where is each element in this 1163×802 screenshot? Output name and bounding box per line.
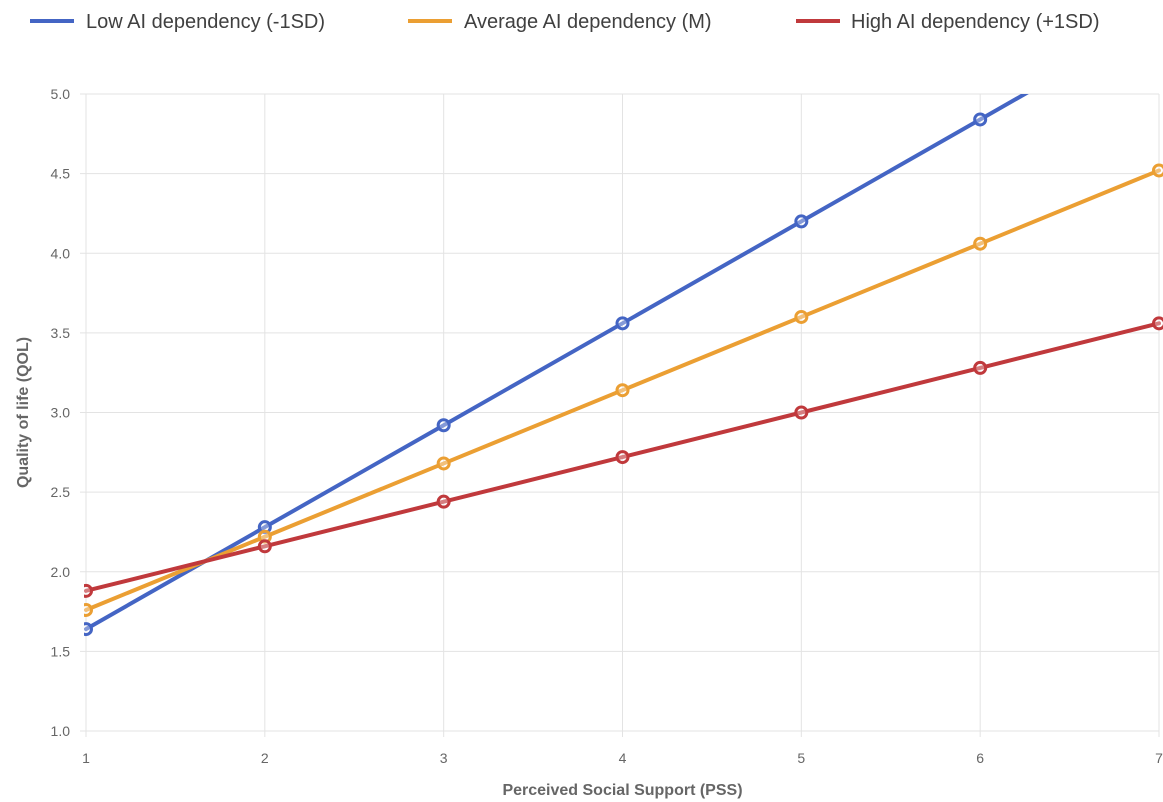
y-tick-label: 4.0: [51, 245, 71, 261]
legend[interactable]: Low AI dependency (-1SD) Average AI depen…: [30, 11, 1100, 33]
y-tick-label: 4.5: [51, 166, 71, 182]
x-axis-title: Perceived Social Support (PSS): [502, 782, 742, 799]
data-point[interactable]: [1152, 163, 1163, 178]
y-tick-label: 3.5: [51, 325, 71, 341]
data-point[interactable]: [257, 539, 272, 554]
x-tick-label: 2: [261, 750, 269, 766]
y-tick-label: 5.0: [51, 86, 71, 102]
data-point[interactable]: [1154, 12, 1163, 23]
data-point[interactable]: [1152, 316, 1163, 331]
y-tick-label: 1.5: [51, 643, 71, 659]
legend-label: Low AI dependency (-1SD): [86, 11, 325, 33]
data-point[interactable]: [436, 494, 451, 509]
grid: [80, 93, 1160, 737]
data-point[interactable]: [794, 214, 809, 229]
data-point[interactable]: [81, 602, 93, 617]
series-group: [81, 316, 1163, 598]
x-tick-label: 1: [82, 750, 90, 766]
data-point[interactable]: [436, 456, 451, 471]
legend-item[interactable]: High AI dependency (+1SD): [796, 11, 1100, 33]
data-point[interactable]: [436, 418, 451, 433]
series-line: [84, 168, 1161, 612]
x-tick-label: 6: [976, 750, 984, 766]
series-group: [81, 163, 1163, 617]
data-point[interactable]: [81, 583, 93, 598]
series-line: [84, 94, 1029, 632]
legend-item[interactable]: Low AI dependency (-1SD): [30, 11, 325, 33]
series-group: [81, 12, 1163, 637]
y-tick-label: 2.5: [51, 484, 71, 500]
legend-label: Average AI dependency (M): [464, 11, 712, 33]
y-tick-label: 1.0: [51, 723, 71, 739]
x-tick-label: 7: [1155, 750, 1163, 766]
y-axis: 1.0 1.5 2.0 2.5 3.0 3.5 4.0 4.5 5.0: [51, 86, 71, 739]
series-line: [84, 321, 1161, 593]
plot-area: [81, 12, 1163, 637]
data-point[interactable]: [615, 316, 630, 331]
data-point[interactable]: [973, 236, 988, 251]
y-tick-label: 3.0: [51, 405, 71, 421]
data-point[interactable]: [615, 450, 630, 465]
y-axis-title: Quality of life (QOL): [15, 337, 32, 488]
data-point[interactable]: [973, 360, 988, 375]
legend-item[interactable]: Average AI dependency (M): [408, 11, 712, 33]
legend-label: High AI dependency (+1SD): [851, 11, 1100, 33]
x-tick-label: 5: [797, 750, 805, 766]
y-tick-label: 2.0: [51, 564, 71, 580]
data-point[interactable]: [81, 622, 93, 637]
x-tick-label: 3: [440, 750, 448, 766]
data-point[interactable]: [973, 112, 988, 127]
data-point[interactable]: [615, 383, 630, 398]
data-point[interactable]: [794, 405, 809, 420]
x-tick-label: 4: [619, 750, 627, 766]
x-axis: 1 2 3 4 5 6 7: [82, 750, 1163, 766]
data-point[interactable]: [794, 309, 809, 324]
